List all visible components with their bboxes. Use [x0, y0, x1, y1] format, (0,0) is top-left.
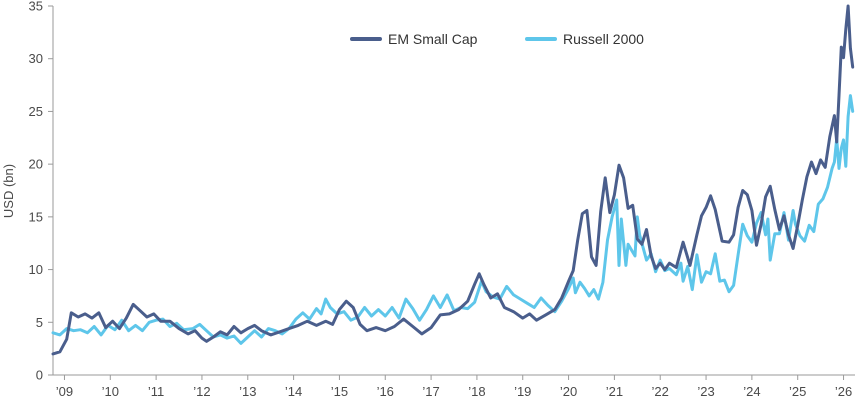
x-tick-label: ’10	[102, 384, 119, 399]
x-axis: ’09 ’10 ’11 ’12 ’13 ’14 ’15 ’16 ’17 ’18 ’19 ’20 ’21 ’…	[53, 374, 855, 399]
legend: EM Small Cap Russell 2000	[350, 31, 644, 47]
y-tick-label: 20	[29, 157, 43, 172]
x-tick-label: ’15	[331, 384, 348, 399]
y-axis: USD (bn) 0 5 10 15 20 25 30 35	[1, 0, 54, 383]
x-tick-label: ’25	[789, 384, 806, 399]
x-tick-label: ’22	[652, 384, 669, 399]
y-tick-label: 35	[29, 0, 43, 14]
series-line-russell-2000	[51, 94, 855, 345]
x-tick-label: ’24	[743, 384, 760, 399]
x-tick-label: ’14	[285, 384, 302, 399]
x-tick-label: ’26	[835, 384, 852, 399]
y-tick-label: 25	[29, 104, 43, 119]
x-tick-label: ’11	[148, 384, 164, 399]
x-tick-label: ’20	[560, 384, 577, 399]
x-tick-label: ’23	[697, 384, 714, 399]
x-tick-label: ’13	[239, 384, 256, 399]
y-tick-label: 30	[29, 51, 43, 66]
x-tick-label: ’19	[514, 384, 531, 399]
x-tick-label: ’09	[56, 384, 73, 399]
x-tick-label: ’12	[193, 384, 210, 399]
series-layer	[51, 4, 855, 356]
legend-label-em-small-cap: EM Small Cap	[388, 31, 478, 47]
y-tick-label: 10	[29, 262, 43, 277]
legend-label-russell-2000: Russell 2000	[563, 31, 644, 47]
y-tick-label: 5	[36, 315, 43, 330]
y-axis-title: USD (bn)	[1, 164, 16, 218]
series-line-em-small-cap	[51, 4, 855, 356]
x-tick-label: ’21	[606, 384, 623, 399]
y-tick-label: 0	[36, 368, 43, 383]
x-tick-label: ’18	[468, 384, 485, 399]
x-tick-label: ’17	[422, 384, 439, 399]
x-tick-label: ’16	[377, 384, 394, 399]
y-tick-label: 15	[29, 209, 43, 224]
